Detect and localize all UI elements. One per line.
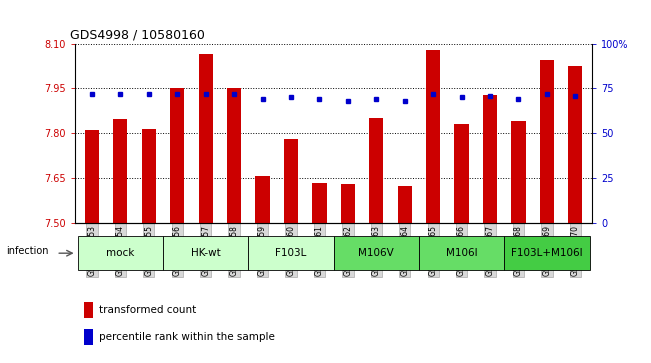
Bar [512,121,525,223]
Bar [84,302,93,318]
Bar [248,236,333,270]
Bar [163,236,248,270]
Bar [113,119,128,223]
Text: M106I: M106I [446,248,477,258]
Text: mock: mock [106,248,135,258]
Bar [454,124,469,223]
Text: F103L+M106I: F103L+M106I [511,248,583,258]
Bar [505,236,590,270]
Bar [227,88,242,223]
Bar [540,60,554,223]
Text: GDS4998 / 10580160: GDS4998 / 10580160 [70,28,204,41]
Bar [312,183,327,223]
Bar [340,184,355,223]
Bar [84,329,93,345]
Text: HK-wt: HK-wt [191,248,221,258]
Text: infection: infection [7,246,49,257]
Bar [142,129,156,223]
Bar [483,95,497,223]
Text: transformed count: transformed count [99,305,197,315]
Text: percentile rank within the sample: percentile rank within the sample [99,332,275,342]
Bar [398,186,412,223]
Bar [85,130,99,223]
Text: F103L: F103L [275,248,307,258]
Bar [419,236,505,270]
Bar [568,66,583,223]
Bar [170,88,184,223]
Bar [255,176,270,223]
Bar [426,50,440,223]
Bar [199,54,213,223]
Bar [333,236,419,270]
Text: M106V: M106V [359,248,394,258]
Bar [369,118,383,223]
Bar [77,236,163,270]
Bar [284,139,298,223]
